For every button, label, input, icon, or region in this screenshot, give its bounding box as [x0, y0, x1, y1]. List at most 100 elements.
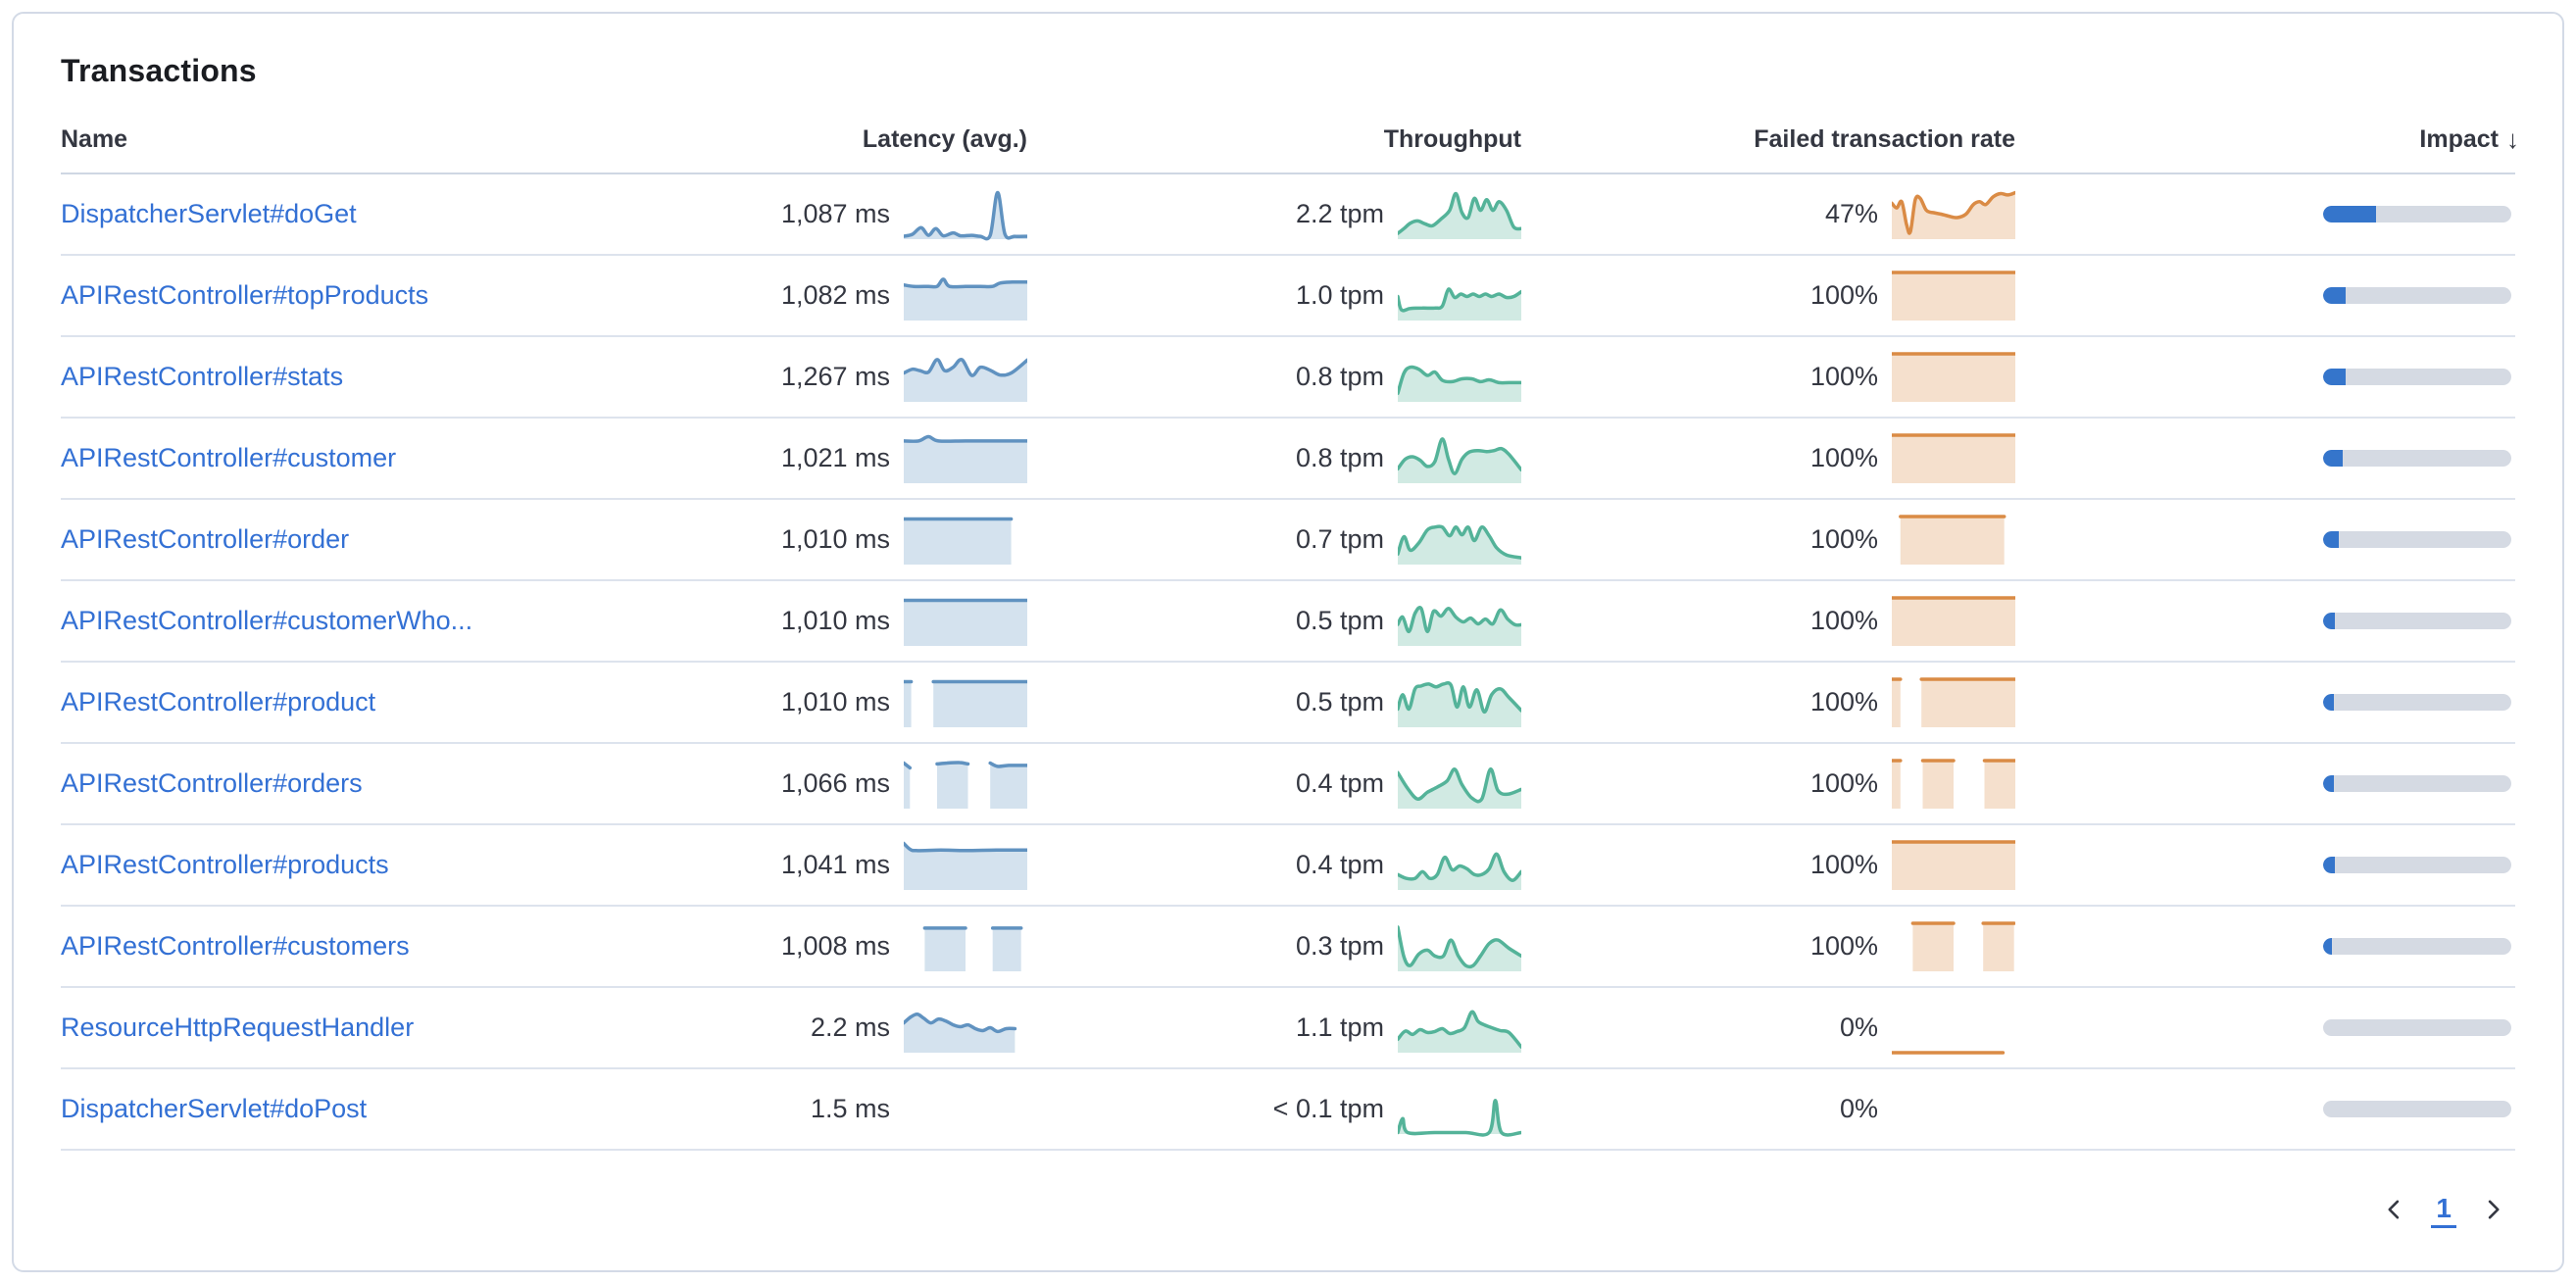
table-row: APIRestController#orders 1,066 ms 0.4 tpm 1… [61, 744, 2515, 825]
transaction-name-cell: APIRestController#topProducts [61, 280, 610, 311]
impact-bar-fill [2323, 450, 2344, 467]
transaction-link[interactable]: DispatcherServlet#doGet [61, 199, 357, 228]
failed-rate-sparkline [1910, 920, 2015, 971]
impact-cell [2015, 369, 2519, 385]
failed-rate-sparkline [1892, 432, 2015, 483]
throughput-cell: 2.2 tpm [1027, 187, 1521, 242]
previous-page-button[interactable] [2372, 1188, 2417, 1233]
transaction-link[interactable]: APIRestController#customerWho... [61, 606, 473, 635]
transaction-link[interactable]: APIRestController#product [61, 687, 376, 716]
failed-rate-value: 100% [1809, 280, 1878, 310]
throughput-cell: 0.3 tpm [1027, 919, 1521, 974]
next-page-button[interactable] [2470, 1188, 2515, 1233]
throughput-sparkline [1398, 286, 1521, 321]
transaction-link[interactable]: DispatcherServlet#doPost [61, 1094, 368, 1123]
impact-cell [2015, 694, 2519, 711]
column-header-throughput[interactable]: Throughput [1383, 125, 1521, 153]
latency-sparkline [904, 190, 1027, 240]
throughput-cell: 1.0 tpm [1027, 269, 1521, 323]
throughput-cell: 0.7 tpm [1027, 513, 1521, 568]
impact-bar-track [2323, 938, 2511, 955]
failed-rate-cell: 100% [1521, 350, 2015, 405]
impact-bar-fill [2323, 287, 2347, 304]
latency-value: 1,066 ms [780, 768, 890, 798]
failed-rate-sparkline [1892, 595, 2015, 646]
transaction-link[interactable]: ResourceHttpRequestHandler [61, 1012, 415, 1042]
throughput-sparkline [1398, 924, 1521, 971]
throughput-sparkline [1398, 1098, 1521, 1137]
impact-bar-track [2323, 694, 2511, 711]
latency-value: 1,010 ms [780, 687, 890, 716]
failed-rate-sparkline [1892, 270, 2015, 321]
failed-rate-cell: 100% [1521, 431, 2015, 486]
latency-cell: 1,010 ms [610, 594, 1027, 649]
failed-rate-value: 100% [1809, 362, 1878, 391]
failed-rate-sparkline [1899, 514, 2006, 565]
latency-sparkline [904, 679, 1027, 727]
throughput-sparkline [1398, 523, 1521, 565]
column-header-impact[interactable]: Impact ↓ [2015, 124, 2519, 155]
latency-sparkline [904, 276, 1027, 321]
transaction-name-cell: APIRestController#order [61, 524, 610, 555]
table-row: APIRestController#product 1,010 ms 0.5 tpm… [61, 663, 2515, 744]
failed-rate-value: 100% [1809, 850, 1878, 879]
throughput-sparkline [1398, 766, 1521, 809]
transactions-panel: Transactions Name Latency (avg.) Through… [12, 12, 2564, 1272]
transaction-link[interactable]: APIRestController#stats [61, 362, 344, 391]
column-header-name[interactable]: Name [61, 125, 128, 153]
throughput-value: 0.4 tpm [1295, 850, 1384, 879]
throughput-cell: 0.4 tpm [1027, 838, 1521, 893]
transaction-name-cell: APIRestController#products [61, 850, 610, 880]
failed-rate-cell: 100% [1521, 513, 2015, 568]
impact-bar-track [2323, 613, 2511, 629]
throughput-cell: 0.4 tpm [1027, 757, 1521, 812]
latency-cell: 1,010 ms [610, 675, 1027, 730]
transactions-table: Name Latency (avg.) Throughput Failed tr… [61, 119, 2519, 1151]
latency-value: 1.5 ms [810, 1094, 890, 1123]
impact-bar-fill [2323, 613, 2335, 629]
transaction-link[interactable]: APIRestController#order [61, 524, 350, 554]
throughput-value: 0.8 tpm [1295, 443, 1384, 472]
latency-value: 1,021 ms [780, 443, 890, 472]
transaction-link[interactable]: APIRestController#topProducts [61, 280, 429, 310]
throughput-value: 0.7 tpm [1295, 524, 1384, 554]
throughput-cell: 0.8 tpm [1027, 350, 1521, 405]
failed-rate-cell: 100% [1521, 269, 2015, 323]
table-row: DispatcherServlet#doGet 1,087 ms 2.2 tpm 47… [61, 174, 2515, 256]
failed-rate-value: 0% [1839, 1094, 1878, 1123]
latency-sparkline [904, 434, 1027, 483]
throughput-cell: 0.5 tpm [1027, 594, 1521, 649]
latency-cell: 1,010 ms [610, 513, 1027, 568]
failed-rate-sparkline [1892, 839, 2015, 890]
impact-bar-fill [2323, 938, 2332, 955]
latency-sparkline [904, 760, 1027, 809]
transaction-name-cell: APIRestController#product [61, 687, 610, 717]
impact-cell [2015, 287, 2519, 304]
throughput-cell: 0.8 tpm [1027, 431, 1521, 486]
failed-rate-value: 100% [1809, 931, 1878, 961]
throughput-cell: < 0.1 tpm [1027, 1082, 1521, 1137]
impact-bar-fill [2323, 206, 2376, 222]
throughput-value: 0.8 tpm [1295, 362, 1384, 391]
column-header-failed-rate[interactable]: Failed transaction rate [1754, 125, 2015, 153]
impact-bar-fill [2323, 694, 2334, 711]
impact-bar-track [2323, 1101, 2511, 1117]
throughput-value: 0.3 tpm [1295, 931, 1384, 961]
transaction-link[interactable]: APIRestController#customers [61, 931, 410, 961]
impact-cell [2015, 938, 2519, 955]
throughput-sparkline [1398, 436, 1521, 483]
column-header-latency[interactable]: Latency (avg.) [862, 125, 1027, 153]
throughput-value: 1.1 tpm [1295, 1012, 1384, 1042]
throughput-sparkline [1398, 680, 1521, 727]
transaction-link[interactable]: APIRestController#orders [61, 768, 363, 798]
transaction-link[interactable]: APIRestController#products [61, 850, 389, 879]
failed-rate-value: 100% [1809, 606, 1878, 635]
throughput-value: 0.4 tpm [1295, 768, 1384, 798]
failed-rate-cell: 0% [1521, 1001, 2015, 1056]
table-header-row: Name Latency (avg.) Throughput Failed tr… [61, 119, 2519, 174]
latency-sparkline [904, 1012, 1017, 1053]
transaction-link[interactable]: APIRestController#customer [61, 443, 397, 472]
impact-cell [2015, 1101, 2519, 1117]
table-row: APIRestController#customers 1,008 ms 0.3 t… [61, 907, 2515, 988]
page-number[interactable]: 1 [2431, 1193, 2456, 1228]
